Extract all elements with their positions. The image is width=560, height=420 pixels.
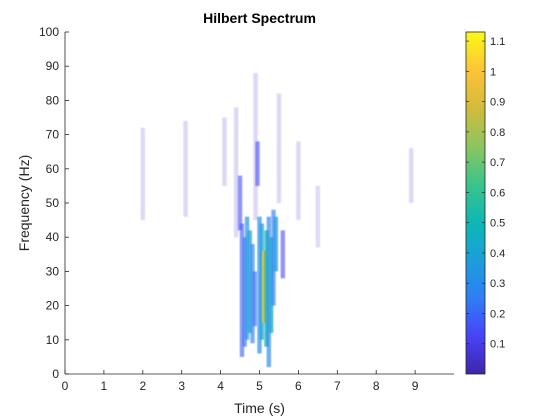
spectrum-stroke — [273, 216, 279, 272]
spectrum-stroke — [237, 175, 243, 231]
y-tick-label: 100 — [39, 25, 59, 39]
y-tick-label: 0 — [52, 367, 59, 381]
spectrum-stroke — [259, 223, 265, 340]
spectrum-stroke — [140, 127, 145, 221]
colorbar-tick-label: 0.2 — [490, 308, 505, 320]
spectrum-stroke — [276, 93, 282, 203]
y-tick-label: 80 — [46, 93, 60, 107]
spectrum-stroke — [255, 141, 260, 186]
colorbar-tick-label: 1.1 — [490, 36, 505, 48]
spectrum-stroke — [264, 230, 269, 347]
colorbar-tick-label: 0.5 — [490, 218, 505, 230]
chart-title: Hilbert Spectrum — [203, 10, 316, 26]
spectrum-stroke — [247, 230, 252, 333]
colorbar-tick-label: 0.6 — [490, 187, 505, 199]
y-tick-label: 40 — [46, 230, 60, 244]
x-tick-label: 9 — [412, 379, 419, 393]
y-tick-label: 30 — [46, 264, 60, 278]
spectrum-stroke — [239, 223, 245, 357]
x-tick-label: 8 — [373, 379, 380, 393]
x-axis-label: Time (s) — [234, 400, 285, 416]
colorbar-tick-label: 0.8 — [490, 127, 505, 139]
spectrum-stroke — [280, 230, 286, 279]
x-axis-ticks: 0 1 2 3 4 5 6 7 8 9 — [62, 370, 419, 393]
colorbar-tick-label: 0.9 — [490, 97, 505, 109]
spectrum-stroke — [271, 209, 276, 306]
colorbar-tick-label: 0.4 — [490, 248, 505, 260]
y-axis-ticks: 0 10 20 30 40 50 60 70 80 90 100 — [39, 25, 69, 381]
colorbar-tick-label: 0.7 — [490, 157, 505, 169]
spectrum-stroke — [268, 237, 274, 333]
y-tick-label: 50 — [46, 196, 60, 210]
x-tick-label: 2 — [139, 379, 146, 393]
x-tick-label: 6 — [295, 379, 302, 393]
x-tick-label: 4 — [217, 379, 224, 393]
y-tick-label: 10 — [46, 333, 60, 347]
y-tick-label: 70 — [46, 128, 60, 142]
y-tick-label: 60 — [46, 162, 60, 176]
spectrum-stroke — [222, 117, 227, 186]
spectrum-stroke — [233, 107, 239, 238]
y-tick-label: 20 — [46, 299, 60, 313]
colorbar-ticks: 0.1 0.2 0.3 0.4 0.5 0.6 0.7 0.8 0.9 1 1.1 — [466, 36, 505, 351]
colorbar — [465, 31, 486, 375]
spectrum-stroke — [183, 120, 188, 217]
spectrum-stroke — [315, 185, 321, 248]
spectrum-stroke — [257, 216, 262, 354]
x-tick-label: 7 — [334, 379, 341, 393]
spectrum-stroke — [266, 216, 272, 368]
colorbar-tick-label: 0.3 — [490, 278, 505, 290]
spectrum-stroke — [296, 141, 301, 221]
colorbar-tick-label: 1 — [490, 66, 496, 78]
spectrum-stroke — [242, 237, 247, 347]
y-axis-label: Frequency (Hz) — [16, 155, 32, 251]
x-tick-label: 1 — [101, 379, 108, 393]
spectrum-stroke — [244, 216, 250, 340]
x-tick-label: 5 — [256, 379, 263, 393]
y-tick-label: 90 — [46, 59, 60, 73]
spectrum-stroke — [252, 271, 258, 327]
spectrum-stroke — [409, 148, 414, 203]
colorbar-tick-label: 0.1 — [490, 339, 505, 351]
spectrum-stroke — [250, 244, 255, 344]
spectrum-stroke — [261, 250, 267, 323]
x-tick-label: 3 — [178, 379, 185, 393]
x-tick-label: 0 — [62, 379, 69, 393]
spectrum-strokes — [140, 73, 414, 368]
